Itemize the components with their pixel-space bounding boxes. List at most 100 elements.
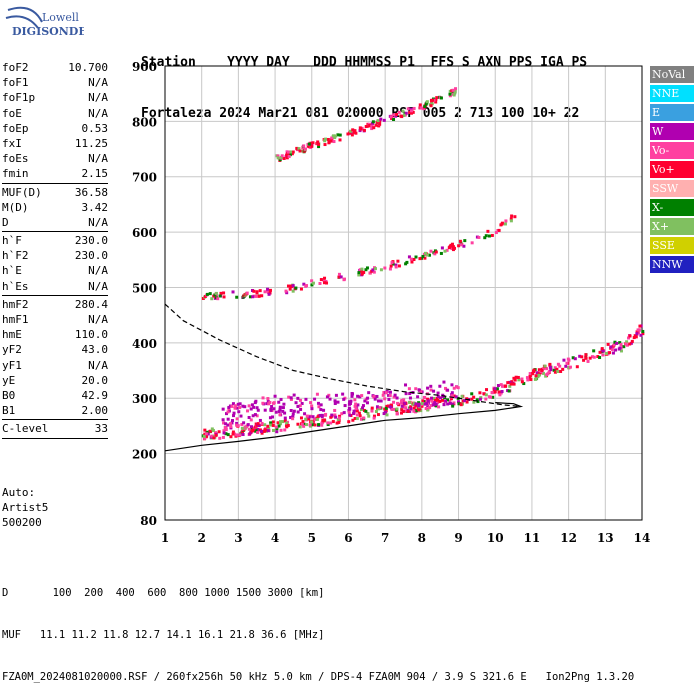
echo-point: [434, 97, 438, 101]
echo-point: [247, 427, 251, 431]
echo-point: [399, 411, 403, 415]
echo-point: [396, 259, 400, 263]
legend-item: X+: [650, 218, 694, 235]
echo-point: [414, 387, 418, 391]
param-row: yF1 N/A: [2, 358, 108, 373]
echo-point: [319, 403, 323, 407]
echo-point: [208, 429, 212, 433]
echo-point: [333, 408, 337, 412]
echo-point: [414, 402, 418, 406]
echo-point: [418, 257, 422, 261]
echo-point: [371, 121, 375, 125]
logo-mark-icon: Lowell DIGISONDE: [5, 6, 87, 38]
echo-point: [412, 106, 416, 110]
echo-point: [625, 343, 629, 347]
echo-point: [510, 214, 514, 218]
echo-point: [457, 244, 461, 248]
param-key: h`F: [2, 234, 22, 248]
echo-point: [388, 267, 392, 271]
echo-point: [506, 389, 510, 393]
echo-point: [278, 406, 282, 410]
echo-point: [256, 422, 260, 426]
echo-point: [371, 120, 375, 124]
echo-point: [628, 334, 632, 338]
echo-point: [365, 401, 369, 405]
param-key: h`F2: [2, 249, 29, 263]
echo-point: [374, 123, 378, 127]
param-value: N/A: [88, 358, 108, 372]
x-tick-label: 9: [454, 531, 462, 545]
y-tick-label: 900: [132, 60, 157, 74]
digisonde-logo: Lowell DIGISONDE: [4, 4, 87, 44]
echo-point: [450, 247, 454, 251]
echo-point: [231, 402, 235, 406]
echo-point: [214, 291, 218, 295]
echo-point: [294, 401, 298, 405]
param-key: B0: [2, 388, 16, 402]
echo-point: [219, 291, 223, 295]
echo-point: [299, 408, 303, 412]
echo-point: [408, 392, 412, 396]
echo-point: [221, 418, 225, 422]
echo-point: [412, 406, 416, 410]
echo-point: [350, 133, 354, 137]
echo-point: [431, 98, 435, 102]
echo-point: [452, 386, 456, 390]
echo-point: [470, 241, 474, 245]
param-value: 11.25: [74, 136, 108, 150]
echo-point: [269, 407, 273, 411]
echo-point: [609, 345, 613, 349]
echo-point: [545, 372, 549, 376]
echo-point: [509, 219, 513, 223]
param-value: 3.42: [81, 200, 109, 214]
echo-point: [307, 415, 311, 419]
echo-point: [513, 378, 517, 382]
param-row: fmin 2.15: [2, 166, 108, 181]
echo-point: [500, 221, 504, 225]
param-value: 43.0: [81, 343, 109, 357]
echo-point: [552, 368, 556, 372]
echo-point: [268, 400, 272, 404]
echo-point: [406, 107, 410, 111]
echo-point: [540, 368, 544, 372]
echo-point: [214, 433, 218, 437]
echo-point: [538, 371, 542, 375]
x-tick-label: 2: [198, 531, 206, 545]
echo-point: [278, 422, 282, 426]
echo-point: [382, 118, 386, 122]
echo-point: [418, 103, 422, 107]
echo-point: [432, 396, 436, 400]
echo-point: [338, 138, 342, 142]
echo-point: [360, 394, 364, 398]
echo-point: [317, 405, 321, 409]
echo-point: [635, 332, 639, 336]
echo-point: [226, 423, 230, 427]
echo-point: [239, 414, 243, 418]
param-row: hmE 110.0: [2, 327, 108, 342]
echo-point: [285, 421, 289, 425]
echo-point: [228, 422, 232, 426]
echo-point: [426, 408, 430, 412]
echo-point: [497, 390, 501, 394]
echo-point: [316, 142, 320, 146]
echo-point: [266, 397, 270, 401]
echo-point: [250, 403, 254, 407]
param-row: h`F 230.0: [2, 233, 108, 248]
echo-point: [255, 414, 259, 418]
logo-line2: DIGISONDE: [12, 25, 84, 38]
param-key: h`E: [2, 264, 22, 278]
echo-point: [433, 252, 437, 256]
echo-point: [235, 433, 239, 437]
echo-point: [241, 433, 245, 437]
echo-point: [543, 364, 547, 368]
echo-point: [231, 290, 235, 294]
echo-point: [260, 421, 264, 425]
echo-point: [611, 351, 615, 355]
echo-point: [269, 423, 273, 427]
echo-point: [265, 402, 269, 406]
echo-point: [283, 419, 287, 423]
echo-point: [310, 420, 314, 424]
echo-point: [451, 402, 455, 406]
echo-point: [428, 406, 432, 410]
echo-point: [274, 410, 278, 414]
